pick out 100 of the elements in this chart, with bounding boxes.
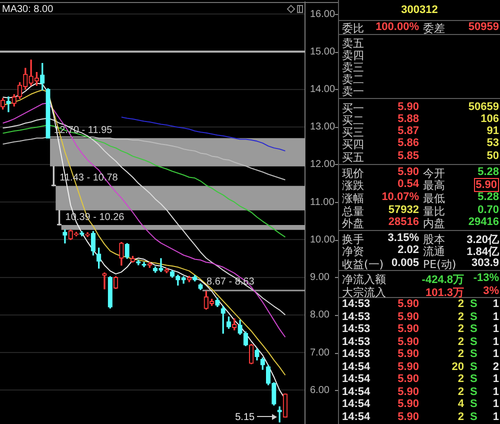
annotation: 5.15 <box>235 412 256 423</box>
text: 量比 <box>423 204 445 218</box>
text: 5.90 <box>398 398 419 410</box>
text: 4 <box>458 398 464 410</box>
text: 0.54 <box>398 178 419 190</box>
text: 卖五 <box>342 36 364 50</box>
text: 5.90 <box>398 166 419 178</box>
text: 买四 <box>342 138 364 152</box>
text: 1 <box>492 386 499 398</box>
y-tick-label: 15.00 <box>310 46 336 58</box>
text: 5.90 <box>398 336 419 348</box>
text: -13% <box>473 272 499 284</box>
y-tick-label: 13.00 <box>310 122 336 133</box>
text: S <box>470 336 478 348</box>
y-tick-label: 6.00 <box>310 384 330 396</box>
text: 5.90 <box>474 178 499 192</box>
text: 现价 <box>342 166 364 180</box>
candlestick <box>6 96 11 112</box>
text: 300312 <box>400 3 439 17</box>
y-tick-label: 11.00 <box>310 196 335 208</box>
text: 卖四 <box>342 48 364 62</box>
text: 20 <box>452 360 464 372</box>
text: 303.9 <box>471 257 499 269</box>
text: 委差 <box>423 21 445 36</box>
text: 14:54 <box>342 373 370 385</box>
text: 53 <box>486 137 499 149</box>
y-tick-label: 12.00 <box>310 159 336 170</box>
text: 净资 <box>342 244 364 259</box>
text: 1 <box>492 310 499 322</box>
y-tick-label: 16.00 <box>310 8 336 20</box>
text: 14:54 <box>342 386 370 398</box>
text: -424.8万 <box>422 272 464 286</box>
text: 2 <box>458 323 464 335</box>
text: 91 <box>486 124 499 136</box>
text: 50959 <box>468 21 499 33</box>
text: S <box>470 310 478 322</box>
text: 5.90 <box>398 298 419 310</box>
text: 14:54 <box>342 398 370 410</box>
text: 2 <box>458 373 464 385</box>
text: 买一 <box>342 100 364 115</box>
text: S <box>470 323 478 335</box>
text: 5.28 <box>478 191 499 203</box>
annotation: MA30: 8.00 <box>2 4 54 15</box>
text: 最低 <box>423 191 445 206</box>
text: S <box>470 410 478 422</box>
text: 总量 <box>342 204 364 218</box>
text: 今开 <box>423 166 445 180</box>
text: S <box>470 398 478 410</box>
text: 5.90 <box>398 310 419 322</box>
text: 委比 <box>342 21 364 36</box>
text: 3.15% <box>388 232 419 244</box>
text: 14:53 <box>342 336 370 348</box>
text: 2 <box>458 310 464 322</box>
text: 5.90 <box>398 386 419 398</box>
text: 内盘 <box>423 216 445 231</box>
text: 57932 <box>388 204 419 216</box>
text: 2.02 <box>398 244 419 256</box>
text: 1 <box>492 410 499 422</box>
text: 5.90 <box>398 348 419 360</box>
text: 3% <box>483 284 499 296</box>
text: 外盘 <box>342 216 364 231</box>
y-tick-label: 7.00 <box>310 347 330 358</box>
text: 29416 <box>468 216 499 228</box>
text: 5.28 <box>478 166 499 178</box>
text: 2 <box>458 336 464 348</box>
text: 28516 <box>388 216 419 228</box>
y-tick-label: 14.00 <box>310 84 336 96</box>
text: 14:53 <box>342 348 370 360</box>
y-tick-label: 9.00 <box>310 272 330 284</box>
text: 14:54 <box>342 410 370 422</box>
text: 5.87 <box>398 124 419 136</box>
text: 5.90 <box>398 100 419 112</box>
text: 买二 <box>342 114 364 127</box>
text: S <box>470 348 478 360</box>
text: 1 <box>492 348 499 360</box>
text: S <box>470 373 478 385</box>
text: 5.90 <box>398 373 419 385</box>
text: 1 <box>492 323 499 335</box>
text: 收益(一) <box>342 257 384 272</box>
text: 100.00% <box>376 21 419 33</box>
text: 10.07% <box>382 191 419 203</box>
text: 卖三 <box>342 60 364 74</box>
text: 1 <box>492 336 499 348</box>
y-tick-label: 8.00 <box>310 310 330 321</box>
text: 5.90 <box>398 323 419 335</box>
text: 3.20亿 <box>466 232 499 246</box>
text: 2 <box>458 298 464 310</box>
candlestick <box>62 230 68 244</box>
text: 涨幅 <box>342 191 364 206</box>
text: 0.005 <box>391 257 419 269</box>
text: S <box>470 298 478 310</box>
text: 101.3万 <box>425 286 464 299</box>
text: 1 <box>492 298 499 310</box>
text: 最高 <box>423 178 445 193</box>
text: 14:53 <box>342 298 370 310</box>
text: 14:54 <box>342 360 370 372</box>
text: 50659 <box>468 100 499 112</box>
text: 2 <box>458 386 464 398</box>
text: 股本 <box>423 232 445 246</box>
text: 净流入额 <box>342 272 386 286</box>
